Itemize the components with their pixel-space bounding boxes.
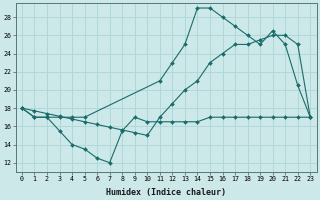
X-axis label: Humidex (Indice chaleur): Humidex (Indice chaleur) xyxy=(106,188,226,197)
